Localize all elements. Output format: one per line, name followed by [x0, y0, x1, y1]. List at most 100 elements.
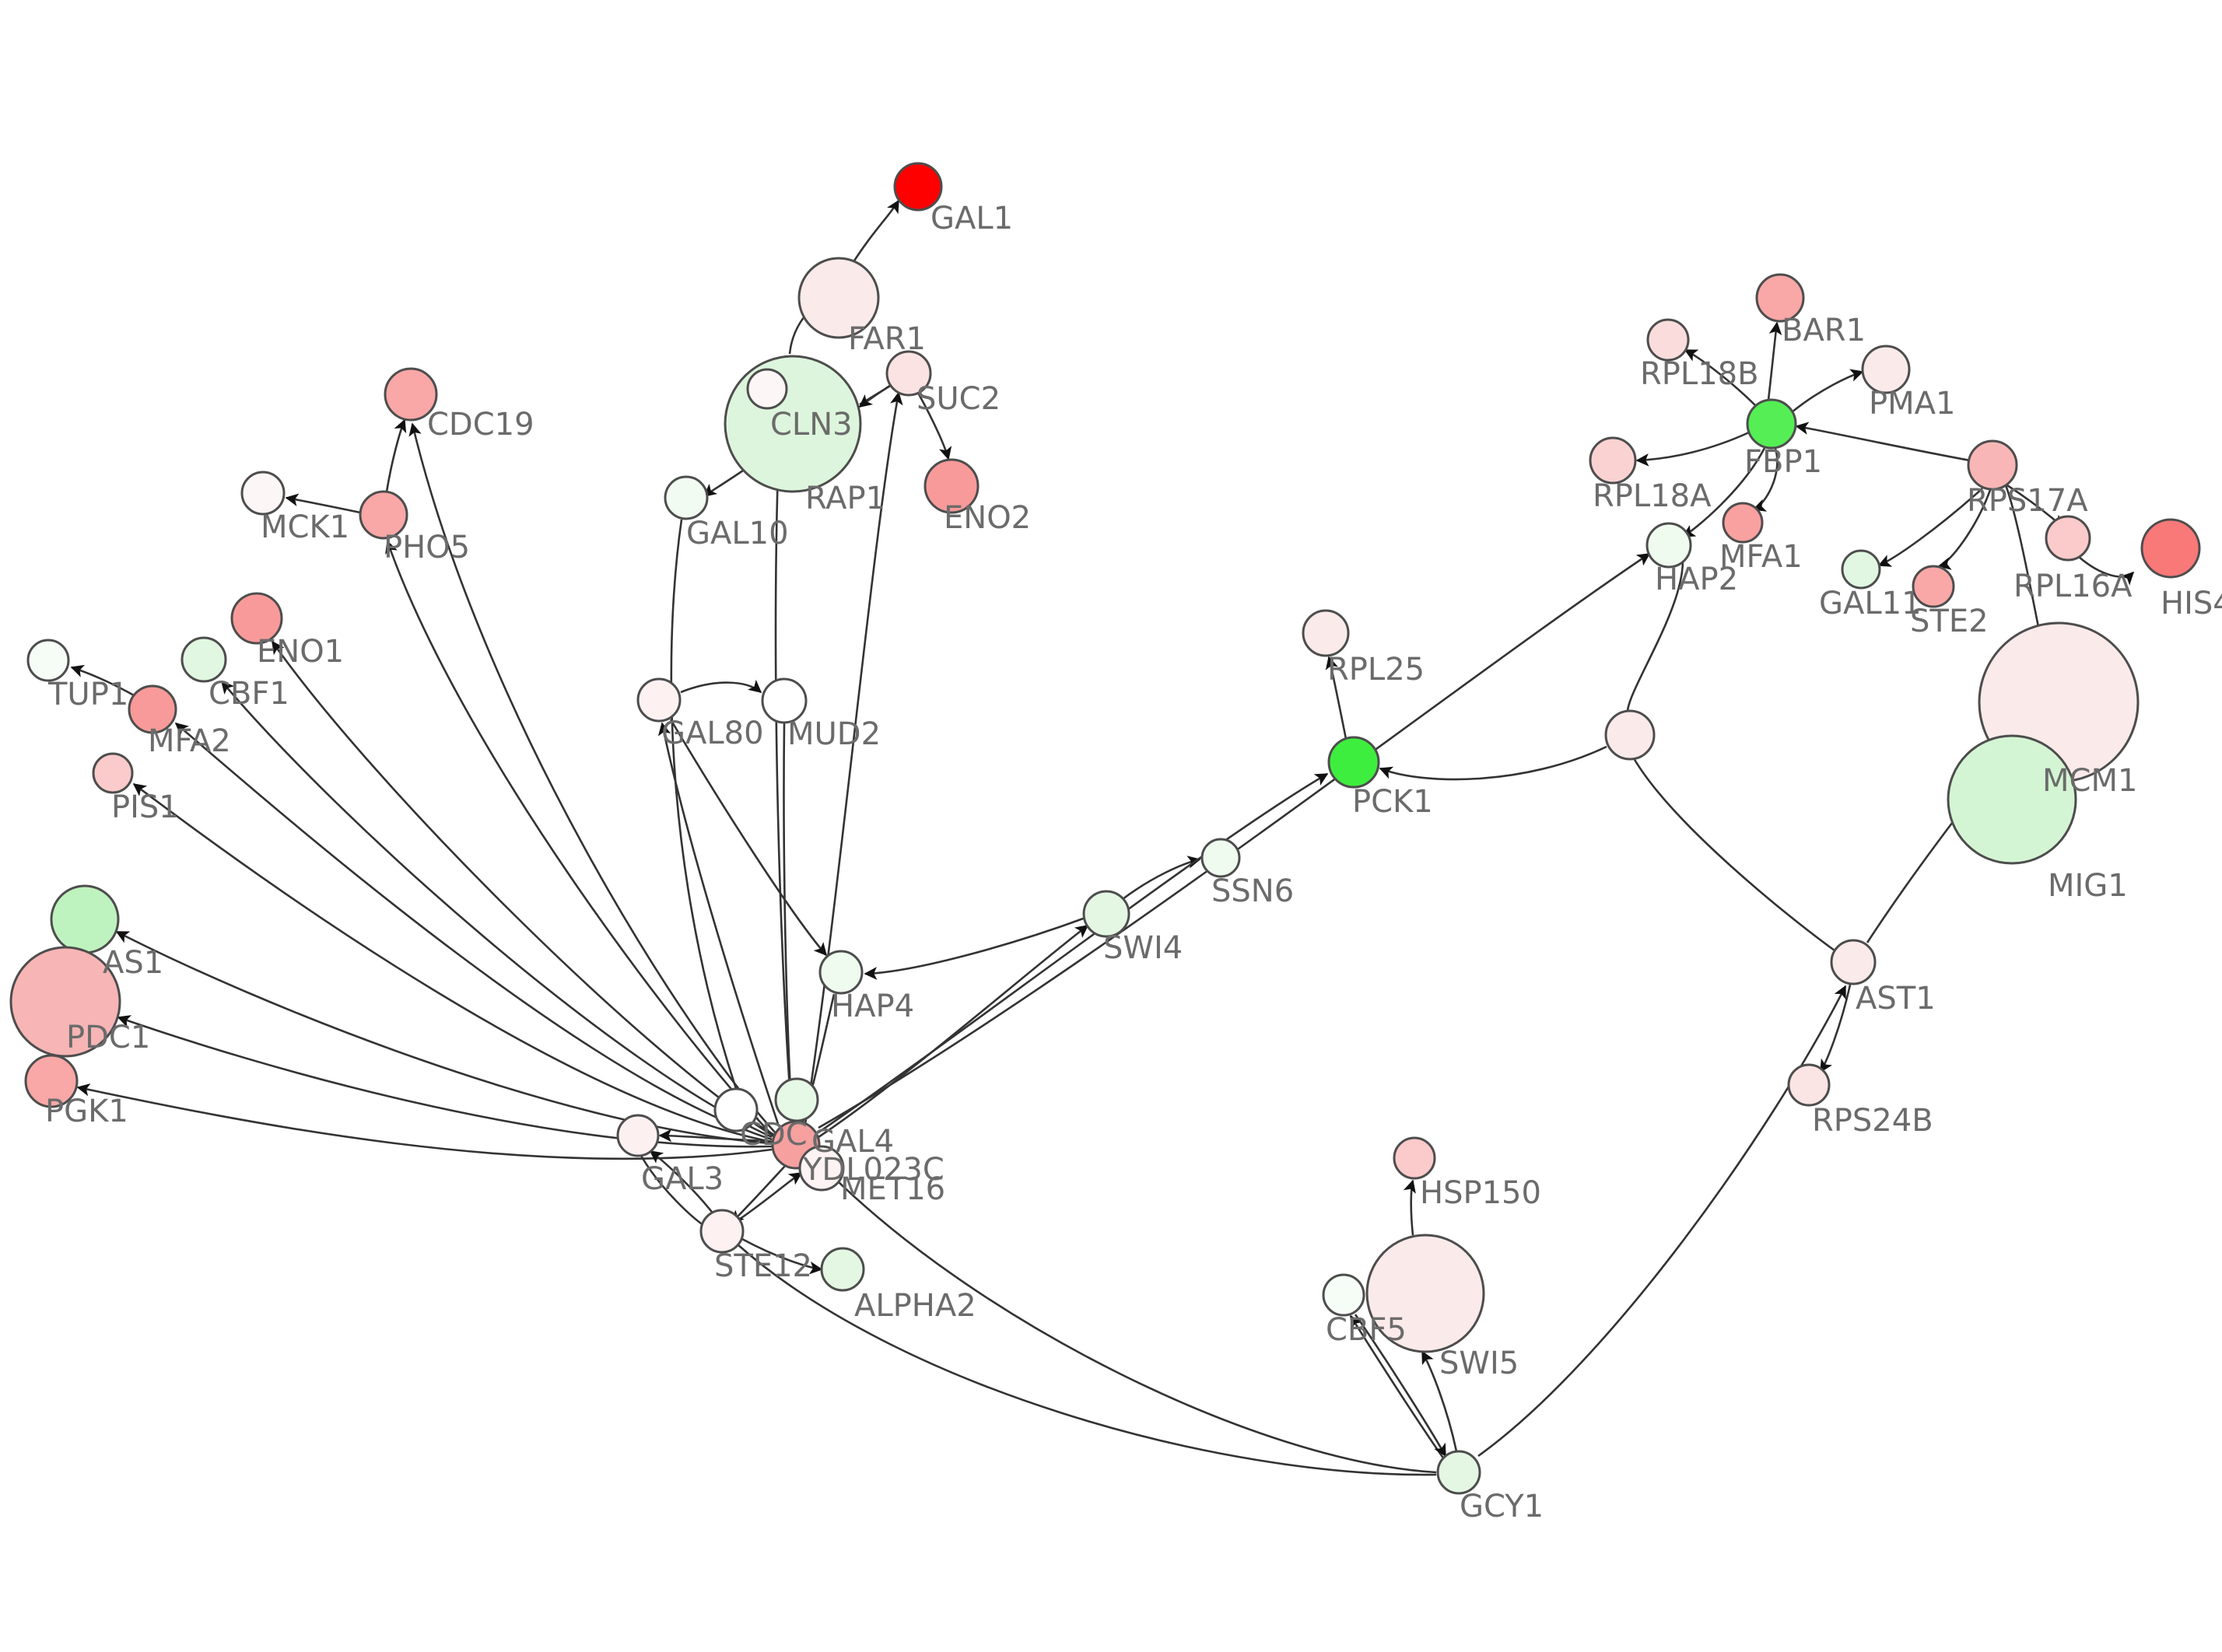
graph-node-hap2[interactable] [1645, 522, 1692, 569]
graph-node-swi4[interactable] [1082, 890, 1130, 938]
graph-edge[interactable] [703, 469, 744, 498]
graph-node-swi5[interactable] [1365, 1234, 1485, 1353]
graph-node-met16[interactable] [774, 1077, 819, 1122]
graph-node-ste12[interactable] [699, 1209, 745, 1254]
graph-edge[interactable] [1122, 856, 1201, 901]
graph-edge[interactable] [2078, 556, 2135, 586]
graph-edge[interactable] [680, 679, 762, 694]
graph-node-pckx[interactable] [1604, 709, 1656, 761]
graph-node-gal3[interactable] [616, 1114, 660, 1157]
graph-node-tup1[interactable] [26, 639, 70, 682]
graph-node-mck1[interactable] [240, 471, 286, 516]
graph-edge[interactable] [221, 680, 773, 1139]
graph-node-mud2[interactable] [761, 677, 808, 724]
graph-node-eno1[interactable] [230, 592, 283, 645]
graph-edge[interactable] [649, 1150, 716, 1216]
graph-edge[interactable] [658, 1129, 775, 1143]
graph-edge[interactable] [1681, 447, 1766, 538]
graph-edge[interactable] [76, 1083, 773, 1160]
graph-node-rpl25[interactable] [1302, 609, 1350, 657]
graph-node-fbp1[interactable] [1746, 398, 1797, 450]
graph-node-pdc1[interactable] [9, 946, 121, 1058]
graph-edge[interactable] [1877, 488, 1983, 567]
graph-node-cdc19[interactable] [384, 367, 438, 422]
graph-node-mig1[interactable] [1947, 734, 2077, 865]
graph-edge[interactable] [850, 199, 900, 265]
graph-edge[interactable] [1937, 489, 1992, 570]
graph-edge[interactable] [385, 540, 775, 1138]
graph-node-ssn6[interactable] [1200, 838, 1241, 878]
graph-node-rap1[interactable] [746, 368, 788, 410]
graph-edge[interactable] [2004, 485, 2040, 628]
graph-edge[interactable] [1791, 369, 1864, 414]
graph-edge[interactable] [773, 409, 794, 1122]
graph-node-rps24b[interactable] [1787, 1063, 1831, 1107]
graph-edge[interactable] [657, 722, 780, 1125]
graph-node-ydl023c[interactable] [798, 1145, 845, 1192]
graph-edge[interactable] [670, 519, 749, 1122]
graph-edge[interactable] [285, 493, 365, 515]
graph-edge[interactable] [1635, 431, 1750, 467]
graph-node-cbf1[interactable] [180, 636, 227, 683]
graph-node-rpl18b[interactable] [1646, 318, 1690, 362]
graph-node-suc2[interactable] [885, 350, 932, 397]
graph-node-cdc39[interactable] [713, 1087, 759, 1132]
graph-edge[interactable] [640, 1155, 707, 1229]
graph-edge[interactable] [818, 924, 1089, 1139]
graph-edge[interactable] [132, 782, 773, 1143]
graph-edge[interactable] [783, 723, 798, 1122]
graph-edge[interactable] [70, 664, 135, 697]
graph-node-gal1[interactable] [893, 162, 943, 212]
graph-node-rpl16a[interactable] [2045, 515, 2091, 562]
graph-node-far1[interactable] [797, 257, 880, 339]
graph-edge[interactable] [858, 383, 892, 408]
graph-edge[interactable] [864, 916, 1086, 980]
graph-edge[interactable] [271, 640, 773, 1137]
graph-edge[interactable] [1819, 984, 1852, 1073]
graph-node-ast1[interactable] [1830, 939, 1877, 985]
graph-node-gcy1[interactable] [1436, 1450, 1481, 1495]
graph-node-alpha2[interactable] [820, 1247, 865, 1292]
graph-edge[interactable] [1477, 985, 1847, 1458]
graph-edge[interactable] [740, 1237, 823, 1275]
graph-edge[interactable] [385, 418, 407, 492]
graph-edge[interactable] [804, 391, 903, 1125]
graph-node-bar1[interactable] [1755, 273, 1805, 323]
graph-node-eno2[interactable] [923, 458, 980, 514]
graph-node-rps17a[interactable] [1967, 439, 2018, 491]
graph-edge[interactable] [730, 1164, 787, 1224]
graph-node-hap4[interactable] [818, 950, 864, 995]
graph-edge[interactable] [818, 772, 1329, 1134]
graph-node-pho5[interactable] [359, 490, 408, 540]
graph-edge[interactable] [117, 1015, 773, 1148]
graph-edge[interactable] [1684, 348, 1758, 408]
graph-edge[interactable] [1403, 1179, 1416, 1236]
graph-edge[interactable] [1349, 1314, 1446, 1460]
graph-edge[interactable] [916, 392, 952, 460]
graph-node-pck1[interactable] [1327, 736, 1380, 789]
graph-node-rpl18a[interactable] [1589, 436, 1637, 485]
graph-edge[interactable] [1767, 321, 1782, 401]
graph-node-pma1[interactable] [1861, 345, 1911, 394]
graph-node-pgk1[interactable] [24, 1054, 79, 1108]
graph-edge[interactable] [1626, 544, 1684, 712]
graph-node-cbf5[interactable] [1322, 1273, 1365, 1317]
graph-edge[interactable] [816, 1160, 1437, 1474]
graph-node-gal10[interactable] [664, 475, 709, 520]
graph-node-his4[interactable] [2140, 518, 2201, 579]
graph-edge[interactable] [1795, 422, 1971, 462]
graph-node-gal80[interactable] [636, 677, 682, 723]
graph-edge[interactable] [115, 930, 773, 1145]
graph-edge[interactable] [1632, 758, 1835, 952]
graph-node-gal11[interactable] [1841, 549, 1881, 590]
graph-edge[interactable] [818, 552, 1651, 1129]
graph-edge[interactable] [669, 719, 827, 957]
graph-edge[interactable] [1421, 1350, 1458, 1452]
graph-node-mfa2[interactable] [128, 684, 177, 734]
graph-node-hsp150[interactable] [1393, 1136, 1436, 1180]
graph-node-pis1[interactable] [92, 752, 134, 794]
graph-edge[interactable] [1354, 1314, 1447, 1458]
graph-edge[interactable] [1752, 448, 1779, 512]
graph-node-gas1[interactable] [50, 884, 120, 954]
graph-edge[interactable] [1379, 745, 1607, 781]
